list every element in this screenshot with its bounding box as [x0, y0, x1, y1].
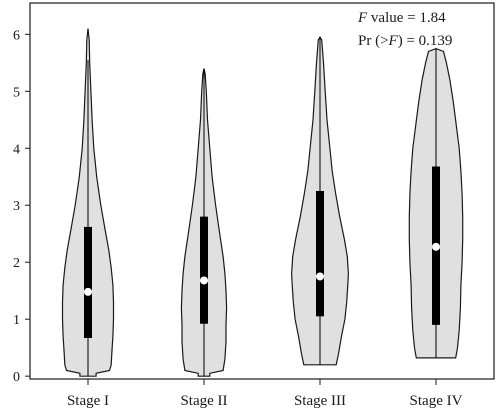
- x-tick-label: Stage I: [67, 393, 109, 409]
- violin-2: [180, 68, 228, 377]
- violin-1: [61, 28, 115, 377]
- f-value-label: F value = 1.84: [357, 10, 446, 26]
- y-tick-label: 1: [13, 313, 20, 328]
- y-axis: 0 1 2 3 4 5 6: [13, 28, 30, 385]
- violin-median-dot: [432, 242, 440, 251]
- y-tick-label: 3: [13, 199, 20, 214]
- x-tick-label: Stage IV: [410, 393, 463, 409]
- violin-iqr-box: [200, 216, 208, 324]
- y-tick-label: 5: [13, 85, 20, 100]
- violins: [61, 28, 464, 377]
- x-tick-label: Stage III: [294, 393, 346, 409]
- violin-iqr-box: [316, 191, 324, 317]
- x-tick-label: Stage II: [180, 393, 227, 409]
- violin-median-dot: [84, 287, 92, 296]
- pr-suffix: ) = 0.139: [398, 33, 453, 49]
- f-symbol: F: [357, 10, 368, 26]
- f-value-text: value = 1.84: [367, 10, 446, 26]
- pr-prefix: Pr (>: [358, 33, 389, 49]
- violin-3: [290, 36, 350, 366]
- stats-annotation: F value = 1.84 Pr (>F) = 0.139: [357, 10, 452, 49]
- x-axis: Stage I Stage II Stage III Stage IV: [67, 379, 463, 409]
- y-tick-label: 2: [13, 256, 20, 271]
- y-tick-label: 4: [13, 142, 20, 157]
- pr-symbol: F: [388, 33, 399, 49]
- y-tick-label: 6: [13, 28, 20, 43]
- violin-median-dot: [200, 276, 208, 285]
- y-tick-label: 0: [13, 370, 20, 385]
- violin-iqr-box: [84, 226, 92, 338]
- pr-value-label: Pr (>F) = 0.139: [358, 33, 452, 49]
- violin-4: [408, 47, 464, 359]
- violin-median-dot: [316, 272, 324, 281]
